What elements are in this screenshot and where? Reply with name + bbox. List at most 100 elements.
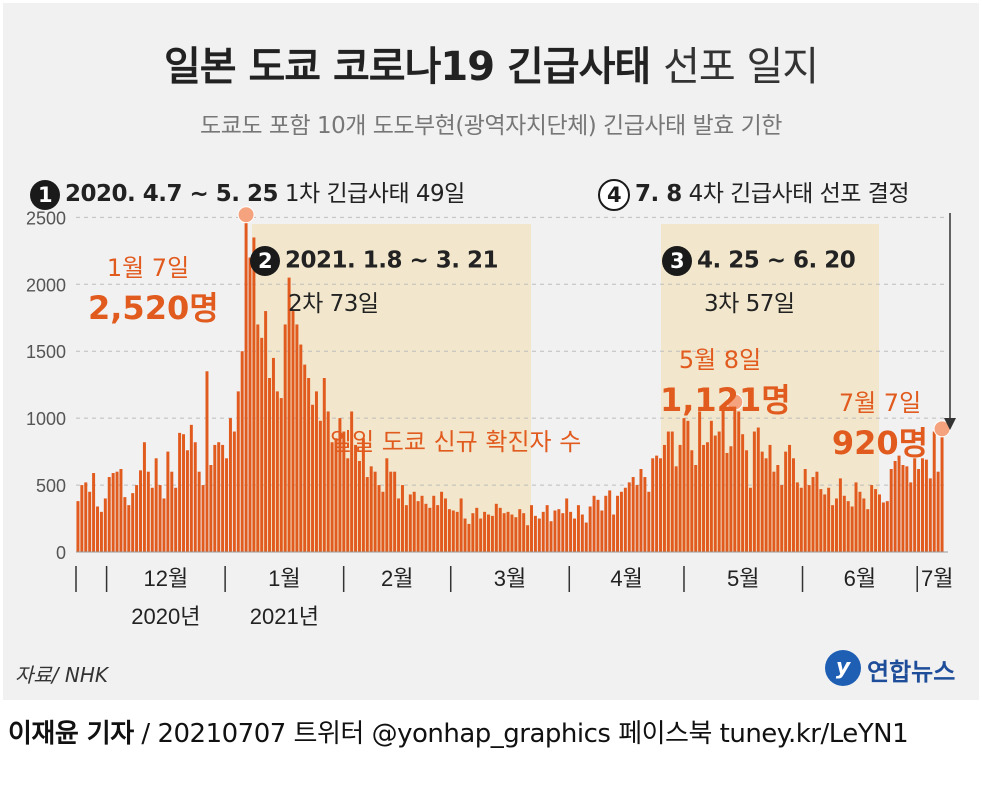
- bar: [334, 438, 338, 552]
- bar: [217, 442, 221, 552]
- event-4: 4 7. 8 4차 긴급사태 선포 결정: [598, 174, 910, 211]
- y-tick-label: 2500: [26, 208, 66, 228]
- source-note: 자료/ NHK: [15, 663, 109, 687]
- bar-chart: 0 500 1000 1500 2000 2500 12월 1월 2월 3월 4월 5월 6월 7월 20…: [26, 206, 956, 629]
- event-2-marker: 2: [250, 246, 280, 276]
- y-tick-label: 1500: [26, 342, 66, 362]
- bar: [768, 444, 772, 552]
- bar: [803, 469, 807, 552]
- bar: [518, 509, 522, 552]
- month-label: 2월: [381, 566, 413, 591]
- bar: [189, 424, 193, 552]
- yonhap-logo-icon: y: [825, 650, 861, 686]
- bar: [299, 344, 303, 552]
- bar: [479, 518, 483, 552]
- bar: [674, 466, 678, 552]
- event-1-dates: 2020. 4.7 ~ 5. 25: [65, 181, 279, 207]
- bar: [314, 391, 318, 552]
- footer-credit: 이재윤 기자 / 20210707 트위터 @yonhap_graphics 페…: [8, 713, 909, 750]
- bar: [643, 477, 647, 552]
- event-4-marker: 4: [598, 178, 630, 211]
- bar: [197, 471, 201, 552]
- bar: [154, 458, 158, 552]
- x-axis: 12월 1월 2월 3월 4월 5월 6월 7월 2020년 2021년: [75, 551, 953, 629]
- bar: [264, 311, 268, 552]
- bar: [928, 478, 932, 552]
- bar: [905, 466, 909, 552]
- bar: [885, 501, 889, 552]
- bar: [553, 510, 557, 552]
- bar: [659, 458, 663, 552]
- bar: [393, 471, 397, 552]
- bar: [713, 435, 717, 552]
- bar: [733, 401, 737, 552]
- bar: [326, 411, 330, 552]
- bar: [158, 485, 162, 552]
- bar: [397, 498, 401, 552]
- year-label: 2020년: [131, 604, 200, 629]
- bar: [647, 491, 651, 552]
- yonhap-logo-text: 연합뉴스: [867, 658, 956, 686]
- month-label: 12월: [143, 566, 188, 591]
- bar: [678, 444, 682, 552]
- peak-2-value: 1,121명: [660, 381, 791, 419]
- bar: [862, 498, 866, 552]
- title-light: 선포 일지: [663, 44, 819, 90]
- bar: [260, 337, 264, 552]
- bar: [275, 391, 279, 552]
- month-label: 3월: [494, 566, 526, 591]
- bar: [588, 506, 592, 552]
- bar: [600, 510, 604, 552]
- bar: [725, 452, 729, 552]
- bar: [666, 431, 670, 552]
- bar: [338, 418, 342, 552]
- bar: [866, 509, 870, 552]
- y-tick-label: 500: [36, 476, 66, 496]
- bar: [811, 477, 815, 552]
- bar: [592, 495, 596, 552]
- bar: [84, 482, 88, 552]
- bar: [127, 505, 131, 552]
- bar: [569, 511, 573, 552]
- bar: [662, 444, 666, 552]
- bar: [756, 427, 760, 552]
- bar: [584, 522, 588, 552]
- bar: [565, 498, 569, 552]
- bar: [823, 494, 827, 552]
- bar: [377, 485, 381, 552]
- bar: [537, 518, 541, 552]
- bar: [440, 491, 444, 552]
- bar: [846, 501, 850, 552]
- bar: [150, 487, 154, 552]
- bar: [702, 444, 706, 552]
- y-tick-label: 1000: [26, 409, 66, 429]
- bar: [889, 469, 893, 552]
- gridlines: 0 500 1000 1500 2000 2500: [26, 208, 948, 563]
- bar: [330, 442, 334, 552]
- event-3-marker: 3: [662, 246, 692, 276]
- event-4-dates: 7. 8: [635, 181, 682, 207]
- bar: [307, 378, 311, 552]
- bar: [142, 442, 146, 552]
- bar: [350, 411, 354, 552]
- chart-title: 일본 도쿄 코로나19 긴급사태 선포 일지: [0, 34, 982, 92]
- bar: [252, 237, 256, 552]
- bar: [530, 505, 533, 552]
- bar: [193, 442, 197, 552]
- y-tick-label: 0: [56, 543, 66, 563]
- bar: [729, 446, 733, 552]
- bar: [635, 485, 639, 552]
- bar: [182, 434, 186, 552]
- bar: [827, 487, 831, 552]
- bar: [670, 431, 674, 552]
- bar: [717, 431, 721, 552]
- bar: [213, 444, 217, 552]
- peak-3-value: 920명: [831, 424, 929, 462]
- bar: [682, 418, 686, 552]
- bar: [655, 455, 659, 552]
- bar: [858, 491, 862, 552]
- bar: [271, 357, 275, 552]
- bar: [748, 487, 752, 552]
- bar: [240, 351, 244, 552]
- bar: [686, 420, 690, 552]
